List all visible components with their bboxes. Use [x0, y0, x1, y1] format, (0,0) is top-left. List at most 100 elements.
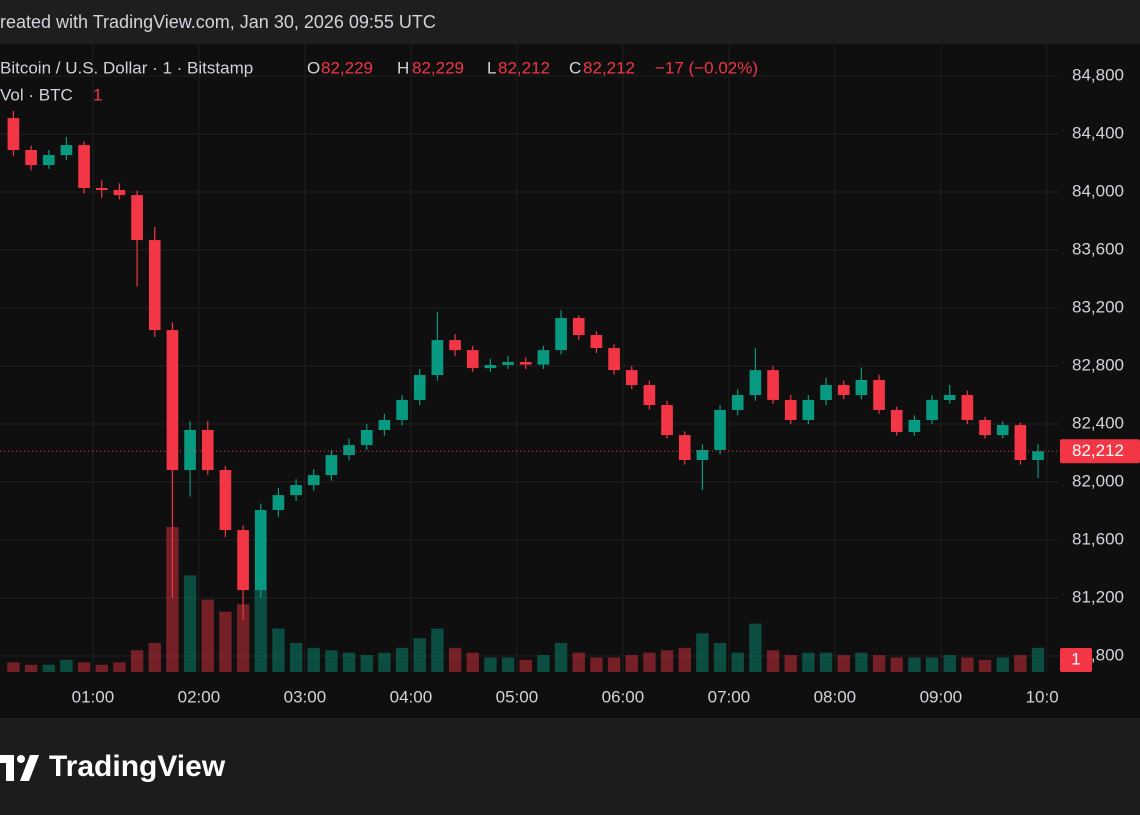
- volume-bar: [183, 575, 197, 672]
- volume-bar: [908, 657, 921, 672]
- candle-body: [855, 379, 868, 396]
- candle-body: [449, 340, 461, 351]
- volume-bar: [590, 657, 603, 672]
- created-text: Created with TradingView.com, Jan 30, 20…: [0, 12, 436, 32]
- candle-body: [926, 399, 938, 420]
- candle-body: [237, 530, 249, 591]
- x-tick-label: 04:00: [390, 687, 433, 706]
- candle-body: [519, 361, 532, 365]
- candle-body: [484, 365, 497, 369]
- x-axis-labels: 01:00 02:00 03:00 04:00 05:00 06:00 07:00 08:00…: [72, 687, 1058, 706]
- volume-bar: [731, 652, 744, 672]
- candle-body: [25, 149, 37, 166]
- candle-body: [1032, 451, 1044, 461]
- volume-bar: [395, 647, 409, 672]
- volume-bar: [855, 652, 868, 672]
- change: −17 (−0.02%): [655, 58, 758, 77]
- candle-body: [466, 350, 479, 369]
- candle-body: [431, 340, 444, 376]
- volume-tag: [1060, 648, 1092, 672]
- candle-body: [7, 118, 20, 150]
- volume-bar: [837, 655, 850, 672]
- volume-bar: [1031, 647, 1045, 672]
- candle-body: [590, 335, 603, 349]
- volume-bar: [448, 647, 462, 672]
- volume-tag-label: 1: [1071, 649, 1080, 668]
- volume-bar: [413, 638, 426, 672]
- x-tick-label: 01:00: [72, 687, 115, 706]
- volume-bar: [713, 643, 727, 672]
- y-tick-label: 81,200: [1072, 588, 1124, 607]
- candle-body: [78, 145, 90, 188]
- volume-bar: [60, 659, 73, 672]
- volume-bar: [554, 643, 568, 672]
- candle-body: [537, 350, 550, 365]
- volume-bar: [113, 662, 126, 672]
- volume-bar: [925, 657, 939, 672]
- low-value: 82,212: [498, 58, 550, 77]
- candle-body: [767, 370, 779, 400]
- candle-body: [784, 399, 797, 420]
- close-label: C: [569, 58, 581, 77]
- marks: [0, 110, 1058, 672]
- candle-body: [219, 470, 232, 531]
- y-tick-label: 82,800: [1072, 356, 1124, 375]
- header-bar: [0, 0, 1140, 44]
- volume-bar: [749, 623, 762, 672]
- candle-body: [343, 445, 355, 456]
- volume-bar: [289, 643, 303, 672]
- candle-body: [113, 190, 126, 196]
- candle-body: [873, 379, 885, 410]
- candle-body: [166, 330, 179, 471]
- y-tick-label: 84,400: [1072, 124, 1124, 143]
- y-tick-label: 83,600: [1072, 240, 1124, 259]
- volume-bar: [378, 652, 391, 672]
- volume-bar: [890, 657, 903, 672]
- candle-body: [696, 450, 709, 461]
- candle-body: [996, 425, 1009, 436]
- volume-bar: [342, 652, 356, 672]
- volume-bar: [272, 628, 285, 672]
- volume-bar: [572, 652, 585, 672]
- candle-body: [60, 145, 73, 156]
- candle-body: [979, 419, 991, 436]
- candle-body: [396, 399, 408, 420]
- candle-body: [254, 510, 267, 591]
- candle-body: [148, 240, 161, 331]
- grid: [0, 44, 1058, 672]
- candle-body: [802, 399, 815, 420]
- candle-body: [625, 370, 638, 386]
- x-tick-label: 03:00: [284, 687, 327, 706]
- x-tick-label: 05:00: [496, 687, 539, 706]
- brand: TradingView: [49, 750, 226, 783]
- candle-body: [555, 318, 567, 351]
- candle-body: [1014, 425, 1027, 461]
- y-tick-label: 82,000: [1072, 472, 1124, 491]
- volume-bar: [996, 657, 1009, 672]
- candle-body: [42, 155, 55, 166]
- volume-bar: [307, 647, 320, 672]
- volume-bar: [325, 650, 338, 672]
- volume-bar: [236, 604, 250, 672]
- logo: [0, 755, 39, 781]
- volume-bar: [42, 664, 55, 672]
- volume-bar: [819, 652, 833, 672]
- y-tick-label: 84,800: [1072, 66, 1124, 85]
- candle-body: [378, 419, 391, 430]
- candle-body: [820, 385, 832, 400]
- candle-body: [360, 429, 373, 446]
- logo-part: [0, 755, 14, 781]
- footer-bar: [0, 718, 1140, 815]
- volume-bar: [201, 599, 214, 672]
- candle-body: [678, 435, 691, 461]
- candle-body: [714, 409, 726, 451]
- candle-body: [908, 419, 921, 433]
- volume-bar: [660, 650, 674, 672]
- candle-body: [201, 429, 214, 471]
- candle-body: [290, 485, 302, 496]
- candle-body: [890, 409, 903, 433]
- volume-bar: [7, 662, 20, 672]
- x-tick-label: 02:00: [178, 687, 221, 706]
- volume-bar: [978, 659, 992, 672]
